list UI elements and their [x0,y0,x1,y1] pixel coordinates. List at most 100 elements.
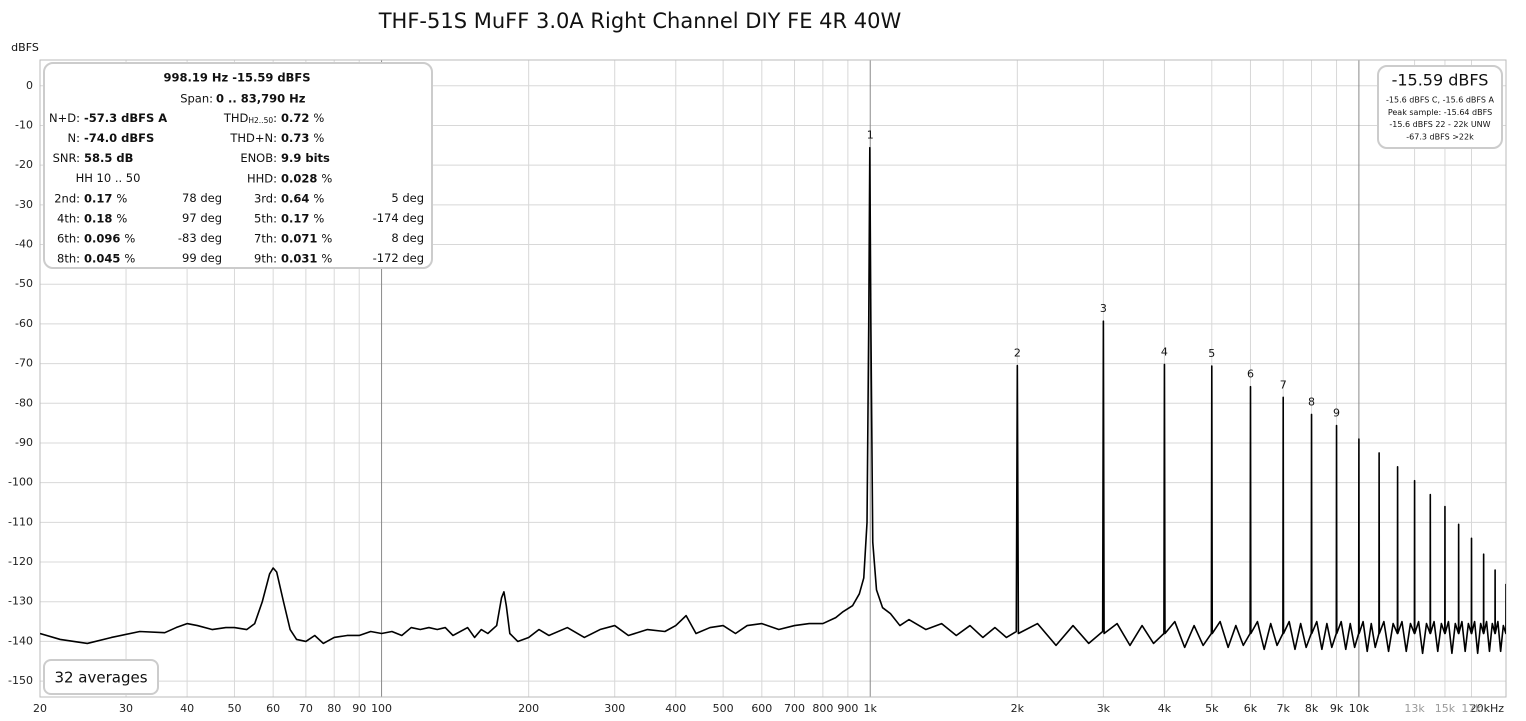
x-tick-label: 5k [1205,702,1219,715]
info-unit: % [321,171,332,185]
info-phase: 8 deg [391,231,424,245]
x-tick-label: 800 [812,702,833,715]
info-label-text: 3rd: [254,191,277,205]
info-value: 0.071% [281,231,332,245]
x-tick-label: 7k [1277,702,1291,715]
info-label: 7th: [254,231,277,245]
info-phase: 97 deg [182,211,222,225]
x-tick-label: 2k [1011,702,1025,715]
x-tick-label: 30 [119,702,133,715]
y-tick-label: -140 [8,634,33,647]
y-tick-label: -20 [15,158,33,171]
x-tick-label: 6k [1244,702,1258,715]
info-value-text: 58.5 dB [84,151,133,165]
info-phase: 78 deg [182,191,222,205]
info-label: 2nd: [54,191,80,205]
info-unit: % [124,251,135,265]
x-tick-label: 600 [751,702,772,715]
info-value: 9.9 bits [281,151,330,165]
info-label: 8th: [57,251,80,265]
averages-box [43,659,159,695]
y-tick-label: -40 [15,238,33,251]
info-value-text: 0.028 [281,171,317,185]
y-tick-label: -100 [8,476,33,489]
peak-label: 3 [1100,302,1107,315]
x-tick-label: 900 [837,702,858,715]
info-span-value: 0 .. 83,790 Hz [216,92,306,106]
spectrum-line [40,146,1506,655]
x-tick-label: 8k [1305,702,1319,715]
info-unit: % [313,111,324,125]
info-value: 0.17% [281,211,324,225]
info-label: THD+N: [229,131,277,145]
info-value: -57.3 dBFS A [84,111,167,125]
y-tick-label: -50 [15,277,33,290]
info-value-text: 0.17 [84,191,112,205]
level-detail: -15.6 dBFS 22 - 22k UNW [1389,120,1490,129]
info-label: THDH2..50: [223,111,277,126]
info-label-text: N+D: [49,111,80,125]
x-tick-label: 20 [33,702,47,715]
plot-area [40,146,1506,655]
peak-label: 2 [1014,347,1021,360]
info-value-text: 0.17 [281,211,309,225]
x-tick-label: 500 [713,702,734,715]
info-value: 0.096% [84,231,135,245]
level-detail: -67.3 dBFS >22k [1406,132,1474,141]
info-label: N+D: [49,111,80,125]
info-phase: 5 deg [391,191,424,205]
info-label: 4th: [57,211,80,225]
info-label-tail: : [273,111,277,125]
info-label-text: 2nd: [54,191,80,205]
info-value: 0.17% [84,191,127,205]
y-axis-label: dBFS [11,41,39,54]
y-tick-label: -30 [15,198,33,211]
info-value-text: 0.071 [281,231,317,245]
info-label-text: 4th: [57,211,80,225]
info-label: 9th: [254,251,277,265]
peak-label: 1 [867,129,874,142]
info-value: 58.5 dB [84,151,133,165]
info-label-sub: H2..50 [248,116,273,125]
x-tick-label: 20kHz [1470,702,1505,715]
plot-frame [39,59,1507,698]
info-value: 0.028% [281,171,332,185]
info-label: ENOB: [240,151,277,165]
info-label-text: THD+N: [229,131,277,145]
info-unit: % [124,231,135,245]
info-unit: % [116,211,127,225]
info-label-text: ENOB: [240,151,277,165]
info-label-text: 5th: [254,211,277,225]
info-label: SNR: [53,151,80,165]
overlay: 32 averages -15.59 dBFS 1 2 3 4 5 6 7 8 9 998.19 … [43,62,1503,695]
y-tick-label: -80 [15,396,33,409]
x-tick-label: 15k [1435,702,1456,715]
info-label: 5th: [254,211,277,225]
info-phase: 99 deg [182,251,222,265]
x-tick-label: 700 [784,702,805,715]
info-unit: % [313,191,324,205]
info-value-text: 0.18 [84,211,112,225]
info-label: N: [68,131,80,145]
peak-label: 8 [1308,395,1315,408]
info-value-text: -57.3 dBFS A [84,111,167,125]
x-tick-label: 50 [227,702,241,715]
level-readout: -15.59 dBFS [1392,71,1489,90]
peak-label: 7 [1280,378,1287,391]
y-tick-label: -110 [8,515,33,528]
level-detail: Peak sample: -15.64 dBFS [1388,108,1492,117]
x-tick-label: 9k [1330,702,1344,715]
info-label: 3rd: [254,191,277,205]
x-tick-label: 400 [665,702,686,715]
level-detail: -15.6 dBFS C, -15.6 dBFS A [1386,96,1494,105]
info-label-text: 6th: [57,231,80,245]
chart-title: THF-51S MuFF 3.0A Right Channel DIY FE 4… [378,9,902,33]
y-tick-label: -60 [15,317,33,330]
info-value-text: 0.64 [281,191,309,205]
x-tick-label: 4k [1158,702,1172,715]
info-value: 0.18% [84,211,127,225]
x-tick-label: 300 [604,702,625,715]
y-tick-label: -70 [15,357,33,370]
y-tick-label: -90 [15,436,33,449]
peak-label: 6 [1247,368,1254,381]
